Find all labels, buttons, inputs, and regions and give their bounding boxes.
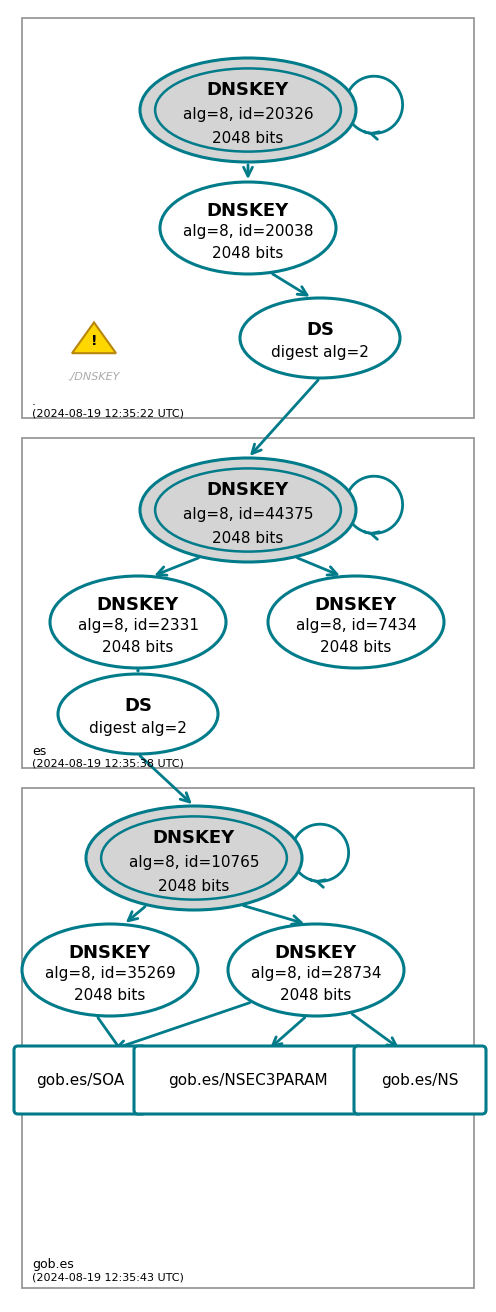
Text: DS: DS [306,321,334,338]
Text: alg=8, id=44375: alg=8, id=44375 [183,506,313,522]
Ellipse shape [155,68,341,152]
Text: .: . [32,395,36,408]
Ellipse shape [86,806,302,911]
FancyBboxPatch shape [134,1046,362,1114]
Text: es: es [32,745,46,758]
Text: DNSKEY: DNSKEY [207,482,289,500]
Ellipse shape [58,674,218,754]
Text: !: ! [91,335,97,348]
Ellipse shape [101,816,287,900]
Text: DNSKEY: DNSKEY [315,596,397,614]
Text: ./DNSKEY: ./DNSKEY [68,373,120,382]
FancyBboxPatch shape [22,18,474,419]
Text: gob.es/NSEC3PARAM: gob.es/NSEC3PARAM [168,1072,328,1088]
Ellipse shape [268,576,444,668]
Text: 2048 bits: 2048 bits [74,988,146,1002]
Text: alg=8, id=2331: alg=8, id=2331 [77,618,198,634]
Text: 2048 bits: 2048 bits [212,131,284,146]
Text: 2048 bits: 2048 bits [102,640,174,655]
Ellipse shape [50,576,226,668]
Ellipse shape [240,298,400,378]
Text: gob.es: gob.es [32,1258,74,1271]
FancyBboxPatch shape [22,789,474,1288]
FancyBboxPatch shape [14,1046,146,1114]
Ellipse shape [160,182,336,274]
Text: alg=8, id=28734: alg=8, id=28734 [251,966,381,981]
Text: gob.es/SOA: gob.es/SOA [36,1072,124,1088]
Ellipse shape [140,458,356,562]
Ellipse shape [22,924,198,1015]
Text: DNSKEY: DNSKEY [207,202,289,219]
Text: DNSKEY: DNSKEY [153,829,235,848]
Text: alg=8, id=7434: alg=8, id=7434 [296,618,417,634]
Text: 2048 bits: 2048 bits [158,879,230,893]
Text: 2048 bits: 2048 bits [320,640,392,655]
Text: (2024-08-19 12:35:38 UTC): (2024-08-19 12:35:38 UTC) [32,758,184,768]
Text: alg=8, id=20326: alg=8, id=20326 [183,106,313,122]
Text: digest alg=2: digest alg=2 [271,345,369,359]
Text: digest alg=2: digest alg=2 [89,720,187,736]
FancyBboxPatch shape [354,1046,486,1114]
Text: DNSKEY: DNSKEY [207,81,289,100]
Text: (2024-08-19 12:35:22 UTC): (2024-08-19 12:35:22 UTC) [32,408,184,419]
FancyBboxPatch shape [22,438,474,768]
Text: 2048 bits: 2048 bits [280,988,352,1002]
Text: gob.es/NS: gob.es/NS [381,1072,459,1088]
Text: DNSKEY: DNSKEY [275,943,357,962]
Text: DNSKEY: DNSKEY [69,943,151,962]
Text: DS: DS [124,697,152,715]
Ellipse shape [140,58,356,161]
Ellipse shape [155,468,341,551]
Text: 2048 bits: 2048 bits [212,245,284,261]
Ellipse shape [228,924,404,1015]
Text: alg=8, id=20038: alg=8, id=20038 [183,224,313,239]
Text: (2024-08-19 12:35:43 UTC): (2024-08-19 12:35:43 UTC) [32,1273,184,1282]
Text: 2048 bits: 2048 bits [212,531,284,546]
Text: alg=8, id=10765: alg=8, id=10765 [129,854,259,870]
Text: DNSKEY: DNSKEY [97,596,179,614]
Polygon shape [72,323,116,353]
Text: alg=8, id=35269: alg=8, id=35269 [45,966,176,981]
